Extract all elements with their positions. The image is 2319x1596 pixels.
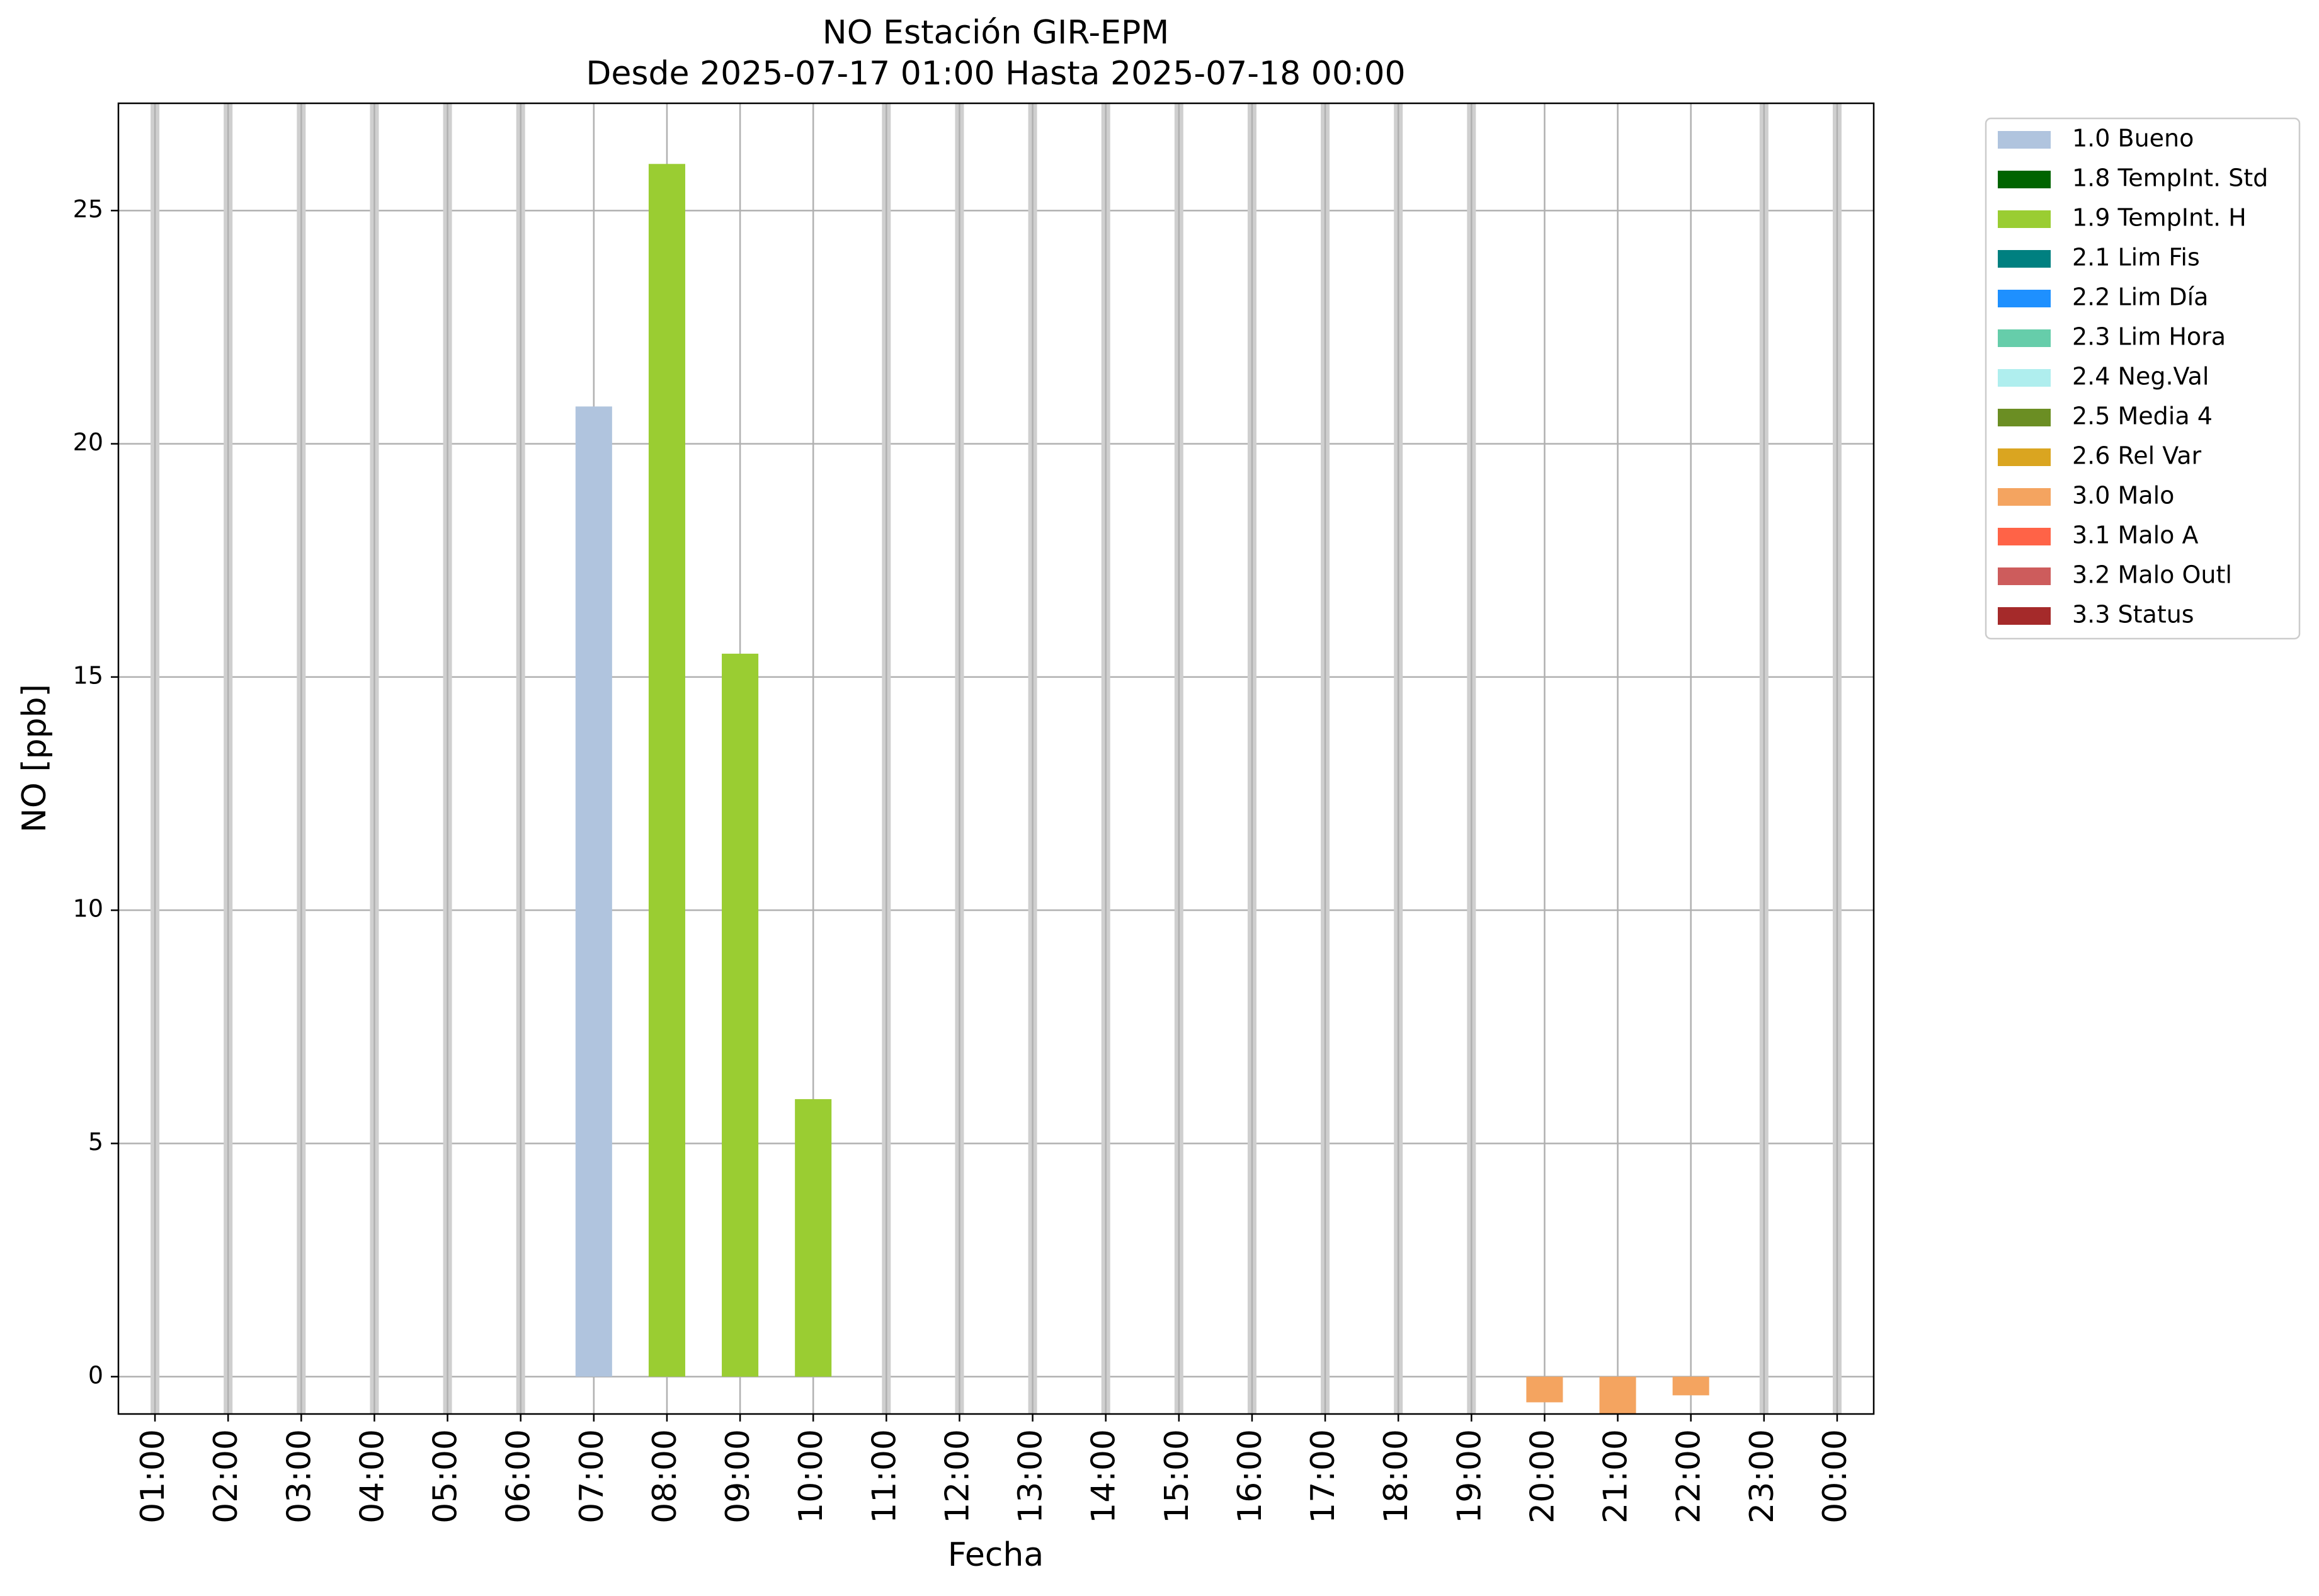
- legend-swatch: [1998, 131, 2051, 149]
- legend-swatch: [1998, 290, 2051, 307]
- x-tick-label: 09:00: [719, 1429, 757, 1524]
- legend-swatch: [1998, 488, 2051, 506]
- legend-label: 2.3 Lim Hora: [2072, 323, 2226, 351]
- legend-label: 1.8 TempInt. Std: [2072, 164, 2268, 192]
- x-tick-label: 03:00: [280, 1429, 318, 1524]
- legend-label: 2.6 Rel Var: [2072, 442, 2202, 470]
- y-tick-label: 25: [73, 195, 103, 223]
- chart-subtitle: Desde 2025-07-17 01:00 Hasta 2025-07-18 …: [586, 55, 1405, 93]
- x-axis-label: Fecha: [948, 1536, 1044, 1574]
- legend-swatch: [1998, 369, 2051, 387]
- legend-swatch: [1998, 329, 2051, 347]
- chart-title: NO Estación GIR-EPM: [823, 14, 1169, 52]
- legend-swatch: [1998, 448, 2051, 466]
- legend-label: 1.0 Bueno: [2072, 125, 2194, 152]
- legend-label: 2.5 Media 4: [2072, 402, 2213, 430]
- legend-label: 3.3 Status: [2072, 601, 2194, 629]
- legend-label: 3.2 Malo Outl: [2072, 561, 2232, 589]
- legend-label: 2.4 Neg.Val: [2072, 363, 2209, 390]
- x-tick-label: 07:00: [573, 1429, 611, 1524]
- axes-frame: [117, 102, 1875, 1415]
- legend-label: 2.2 Lim Día: [2072, 283, 2208, 311]
- x-tick-label: 06:00: [500, 1429, 538, 1524]
- bar: [1599, 1376, 1636, 1414]
- x-tick-label: 10:00: [792, 1429, 830, 1524]
- x-tick-label: 00:00: [1816, 1429, 1854, 1524]
- bar: [722, 653, 759, 1377]
- x-tick-label: 11:00: [865, 1429, 903, 1524]
- x-tick-label: 04:00: [353, 1429, 391, 1524]
- legend-label: 3.0 Malo: [2072, 482, 2174, 510]
- x-tick-label: 18:00: [1377, 1429, 1415, 1524]
- legend-swatch: [1998, 250, 2051, 268]
- x-tick-label: 15:00: [1158, 1429, 1196, 1524]
- y-tick-label: 5: [88, 1128, 103, 1156]
- x-tick-label: 20:00: [1524, 1429, 1561, 1524]
- legend-label: 1.9 TempInt. H: [2072, 204, 2247, 232]
- x-tick-label: 16:00: [1231, 1429, 1269, 1524]
- plot-area: [118, 103, 1874, 1414]
- legend-label: 3.1 Malo A: [2072, 522, 2198, 549]
- x-tick-label: 23:00: [1743, 1429, 1781, 1524]
- x-tick-label: 02:00: [207, 1429, 245, 1524]
- x-tick-label: 12:00: [938, 1429, 976, 1524]
- y-tick-label: 10: [73, 895, 103, 923]
- y-tick-label: 20: [73, 428, 103, 456]
- x-tick-label: 05:00: [427, 1429, 465, 1524]
- legend-label: 2.1 Lim Fis: [2072, 244, 2200, 271]
- legend-swatch: [1998, 171, 2051, 188]
- bar: [1526, 1376, 1563, 1403]
- bar: [575, 406, 612, 1377]
- x-tick-label: 01:00: [134, 1429, 172, 1524]
- x-tick-label: 22:00: [1670, 1429, 1708, 1524]
- legend-swatch: [1998, 409, 2051, 426]
- legend-swatch: [1998, 607, 2051, 625]
- legend: [1985, 117, 2301, 640]
- y-tick-label: 0: [88, 1361, 103, 1389]
- legend-swatch: [1998, 567, 2051, 585]
- bar: [1672, 1376, 1709, 1396]
- bar: [795, 1099, 832, 1377]
- y-tick-label: 15: [73, 661, 103, 689]
- x-tick-label: 19:00: [1450, 1429, 1488, 1524]
- x-tick-label: 17:00: [1304, 1429, 1342, 1524]
- x-tick-label: 13:00: [1012, 1429, 1050, 1524]
- legend-swatch: [1998, 528, 2051, 545]
- bar: [648, 164, 685, 1377]
- x-tick-label: 08:00: [646, 1429, 684, 1524]
- y-axis-label: NO [ppb]: [16, 684, 54, 833]
- legend-swatch: [1998, 210, 2051, 228]
- x-tick-label: 21:00: [1597, 1429, 1635, 1524]
- x-tick-label: 14:00: [1085, 1429, 1123, 1524]
